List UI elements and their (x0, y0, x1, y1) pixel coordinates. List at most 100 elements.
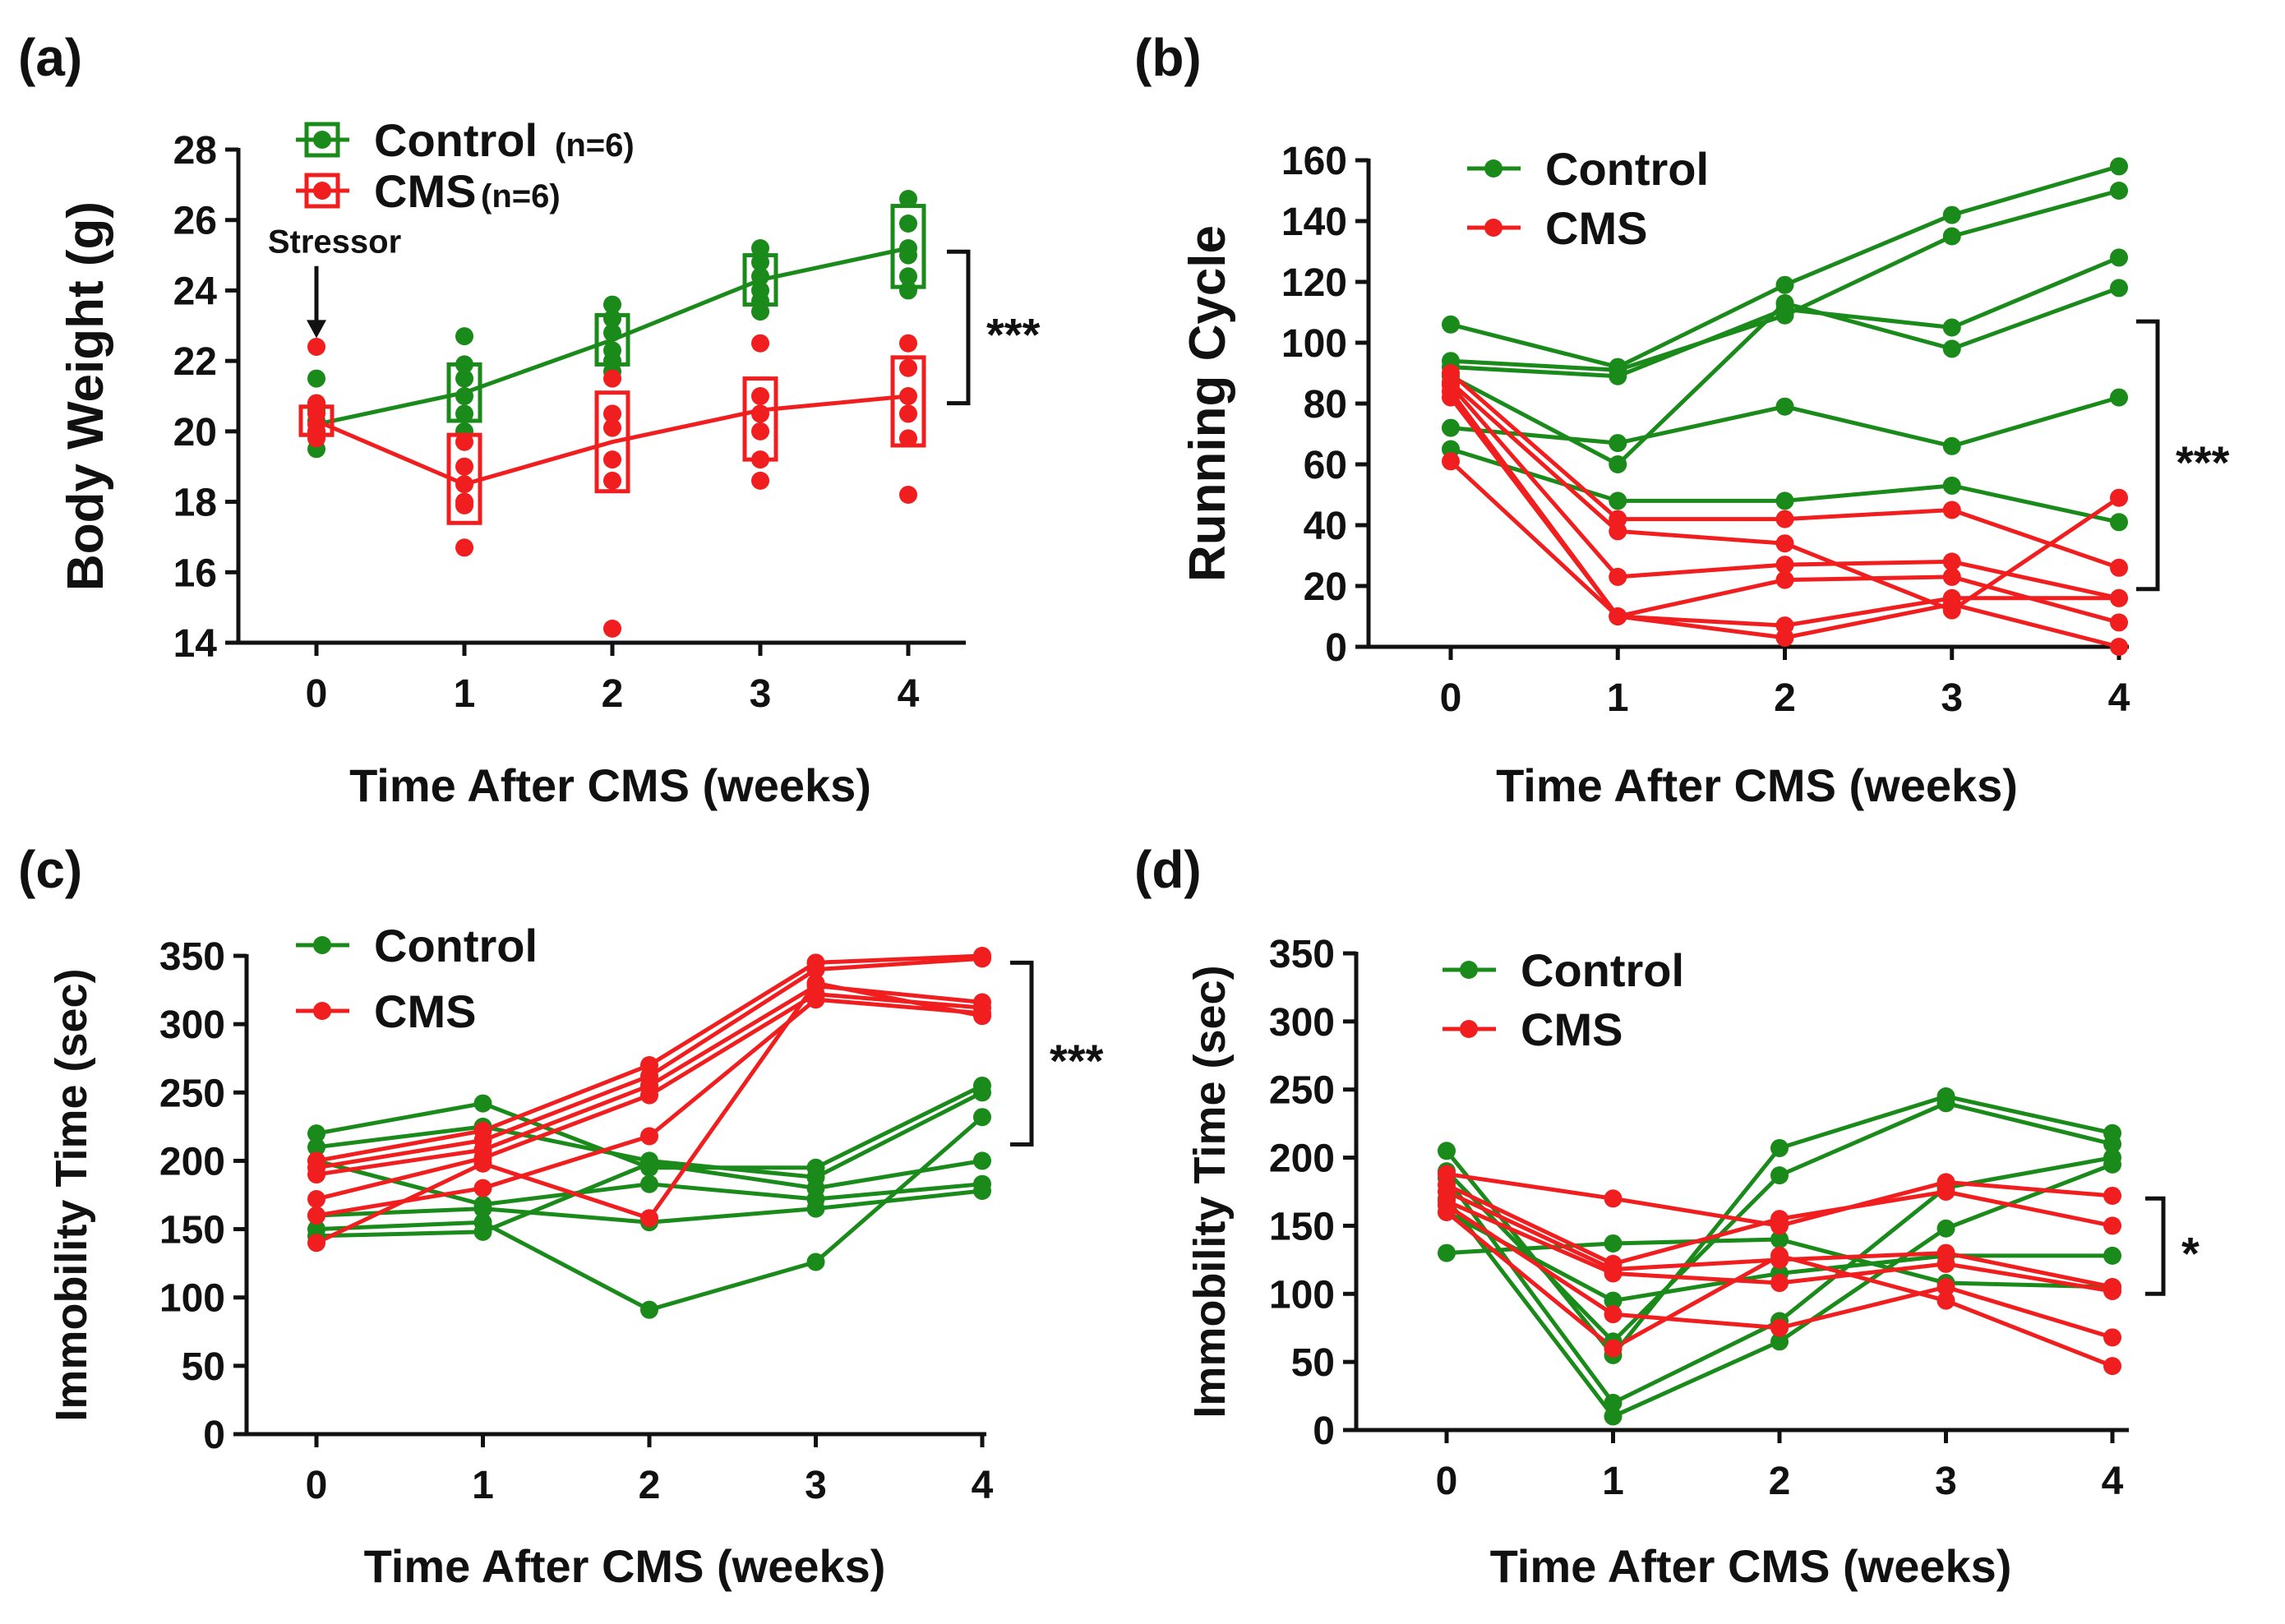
y-axis-label: Immobility Time (sec) (1185, 965, 1235, 1418)
y-tick-label: 0 (1325, 626, 1347, 670)
significance-bracket (1010, 960, 1034, 1146)
legend-label-control: Control (374, 920, 538, 971)
data-point-cms (751, 450, 769, 469)
legend-marker-control (313, 131, 331, 149)
y-tick-label: 350 (1269, 933, 1335, 976)
data-point-control (1609, 491, 1627, 510)
data-point-control (2110, 157, 2128, 176)
data-point-control (973, 1083, 991, 1102)
panel-d: (d) 0 50 100 150 200 250 300 350 0 1 2 3 4 Time After … (1134, 840, 2200, 1592)
data-point-control (806, 1179, 825, 1197)
data-point-cms (2103, 1281, 2121, 1300)
data-point-control (751, 239, 769, 257)
data-point-control (1604, 1393, 1623, 1412)
legend: Control CMS (1443, 944, 1684, 1055)
y-tick-label: 200 (159, 1140, 225, 1183)
data-point-cms (1942, 501, 1961, 519)
legend: Control (n=6)CMS (n=6) (296, 114, 635, 217)
x-tick-label: 4 (2102, 1460, 2124, 1503)
data-point-control (473, 1199, 492, 1218)
data-point-cms (899, 429, 917, 448)
data-point-cms (307, 1189, 325, 1208)
significance-marker: *** (1050, 1035, 1104, 1087)
data-point-cms (1609, 522, 1627, 541)
data-point-cms (2110, 558, 2128, 577)
data-point-cms (307, 338, 325, 356)
data-point-control (1936, 1219, 1955, 1238)
data-point-cms (603, 450, 621, 469)
y-tick-label: 150 (1269, 1205, 1335, 1248)
x-tick-label: 1 (454, 672, 476, 716)
data-point-control (1604, 1291, 1623, 1310)
legend-label-cms: CMS (1545, 202, 1647, 254)
data-point-cms (2110, 488, 2128, 507)
data-point-cms (1609, 567, 1627, 586)
data-point-control (806, 1253, 825, 1271)
data-point-control (1775, 275, 1794, 294)
data-point-cms (751, 471, 769, 490)
x-axis-label: Time After CMS (weeks) (364, 1540, 886, 1592)
data-point-control (1609, 455, 1627, 473)
data-point-cms (1936, 1291, 1955, 1310)
data-point-control (1438, 1142, 1456, 1160)
y-axis-label: Body Weight (g) (58, 201, 114, 591)
data-point-control (899, 190, 917, 208)
y-axis-label: Immobility Time (sec) (47, 968, 96, 1421)
y-tick-label: 300 (159, 1003, 225, 1047)
data-point-cms (307, 415, 325, 434)
x-tick-label: 4 (972, 1464, 994, 1507)
y-tick-label: 300 (1269, 1001, 1335, 1045)
data-point-cms (2110, 638, 2128, 656)
data-point-cms (1770, 1274, 1789, 1293)
data-point-control (1942, 476, 1961, 495)
legend: Control CMS (1467, 143, 1709, 254)
legend-marker-control (1460, 961, 1478, 979)
legend-n-control: (n=6) (555, 127, 635, 164)
y-tick-label: 160 (1281, 140, 1347, 183)
data-point-control (2110, 279, 2128, 298)
legend-box-cms (304, 173, 340, 209)
data-point-cms (603, 418, 621, 437)
panel-a: (a) 14 16 18 20 22 24 26 28 0 1 2 3 4 Time After CMS (… (18, 28, 1041, 811)
x-tick-label: 0 (1440, 676, 1462, 720)
x-tick-label: 1 (1602, 1460, 1624, 1503)
data-point-cms (603, 619, 621, 638)
data-point-control (2110, 182, 2128, 200)
data-point-cms (1936, 1254, 1955, 1273)
data-point-control (2103, 1246, 2121, 1265)
data-point-control (751, 267, 769, 286)
data-point-cms (2103, 1186, 2121, 1205)
data-point-cms (751, 404, 769, 423)
data-point-cms (751, 334, 769, 353)
y-tick-label: 250 (159, 1072, 225, 1115)
data-point-control (307, 1124, 325, 1143)
x-tick-label: 3 (805, 1464, 827, 1507)
data-point-cms (899, 387, 917, 405)
group-cms (298, 334, 926, 638)
data-point-control (455, 327, 473, 346)
y-tick-label: 20 (1304, 565, 1347, 609)
data-point-cms (1942, 567, 1961, 586)
data-point-control (806, 1199, 825, 1218)
x-tick-label: 3 (750, 672, 772, 716)
panel-label: (c) (18, 840, 82, 899)
data-point-cms (1442, 452, 1460, 471)
x-tick-label: 2 (639, 1464, 661, 1507)
data-point-cms (640, 1086, 658, 1105)
legend-label-control: Control (1521, 944, 1684, 996)
data-point-control (1609, 434, 1627, 453)
data-point-cms (1442, 388, 1460, 407)
x-tick-label: 3 (1941, 676, 1963, 720)
data-point-cms (1775, 628, 1794, 647)
data-point-cms (1775, 510, 1794, 528)
data-point-cms (1604, 1189, 1623, 1208)
data-point-control (973, 1151, 991, 1170)
data-point-cms (899, 404, 917, 423)
data-point-control (455, 355, 473, 374)
data-point-cms (806, 960, 825, 979)
data-point-cms (603, 404, 621, 423)
data-point-cms (307, 429, 325, 448)
y-tick-label: 120 (1281, 261, 1347, 305)
data-point-control (899, 239, 917, 257)
